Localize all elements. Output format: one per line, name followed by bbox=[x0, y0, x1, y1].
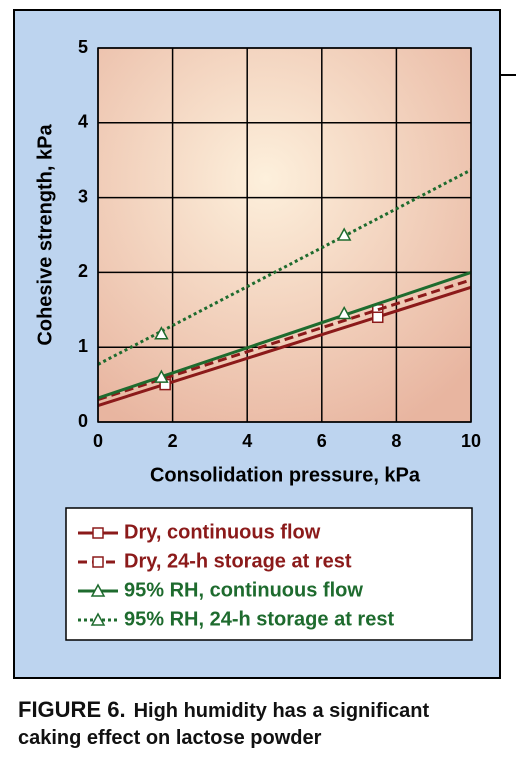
legend-marker bbox=[90, 612, 106, 626]
y-tick-label: 2 bbox=[78, 261, 88, 281]
plot-border bbox=[97, 47, 472, 423]
marker bbox=[336, 305, 352, 320]
y-tick-label: 5 bbox=[78, 37, 88, 57]
legend-marker bbox=[92, 556, 104, 568]
x-axis-title: Consolidation pressure, kPa bbox=[150, 464, 421, 486]
plot-area bbox=[98, 48, 471, 422]
x-tick-label: 4 bbox=[242, 431, 252, 451]
legend-label: Dry, 24-h storage at rest bbox=[124, 550, 352, 572]
legend-marker bbox=[92, 527, 104, 539]
marker bbox=[154, 369, 169, 383]
x-tick-label: 0 bbox=[93, 431, 103, 451]
legend-label: 95% RH, continuous flow bbox=[124, 579, 363, 601]
y-tick-label: 4 bbox=[78, 112, 88, 132]
legend-marker bbox=[90, 583, 106, 597]
fit-line bbox=[97, 278, 472, 401]
y-axis-title: Cohesive strength, kPa bbox=[34, 124, 56, 346]
y-tick-label: 1 bbox=[78, 336, 88, 356]
fit-line bbox=[97, 168, 472, 366]
x-tick-label: 8 bbox=[391, 431, 401, 451]
caption: FIGURE 6. High humidity has a significant… bbox=[18, 696, 488, 752]
marker bbox=[336, 227, 352, 241]
caption-label: FIGURE 6. bbox=[18, 697, 126, 722]
legend bbox=[65, 507, 473, 641]
legend-label: 95% RH, 24-h storage at rest bbox=[124, 608, 394, 630]
chart: Consolidation pressure, kPa Cohesive str… bbox=[13, 9, 516, 679]
marker bbox=[154, 326, 169, 340]
y-tick-label: 3 bbox=[78, 186, 88, 206]
x-tick-label: 2 bbox=[168, 431, 178, 451]
caption-text: High humidity has a significant caking e… bbox=[18, 700, 430, 749]
legend-label: Dry, continuous flow bbox=[124, 521, 321, 543]
x-tick-label: 6 bbox=[317, 431, 327, 451]
y-tick-label: 0 bbox=[78, 411, 88, 431]
marker bbox=[372, 311, 384, 324]
x-tick-label: 10 bbox=[461, 431, 481, 451]
